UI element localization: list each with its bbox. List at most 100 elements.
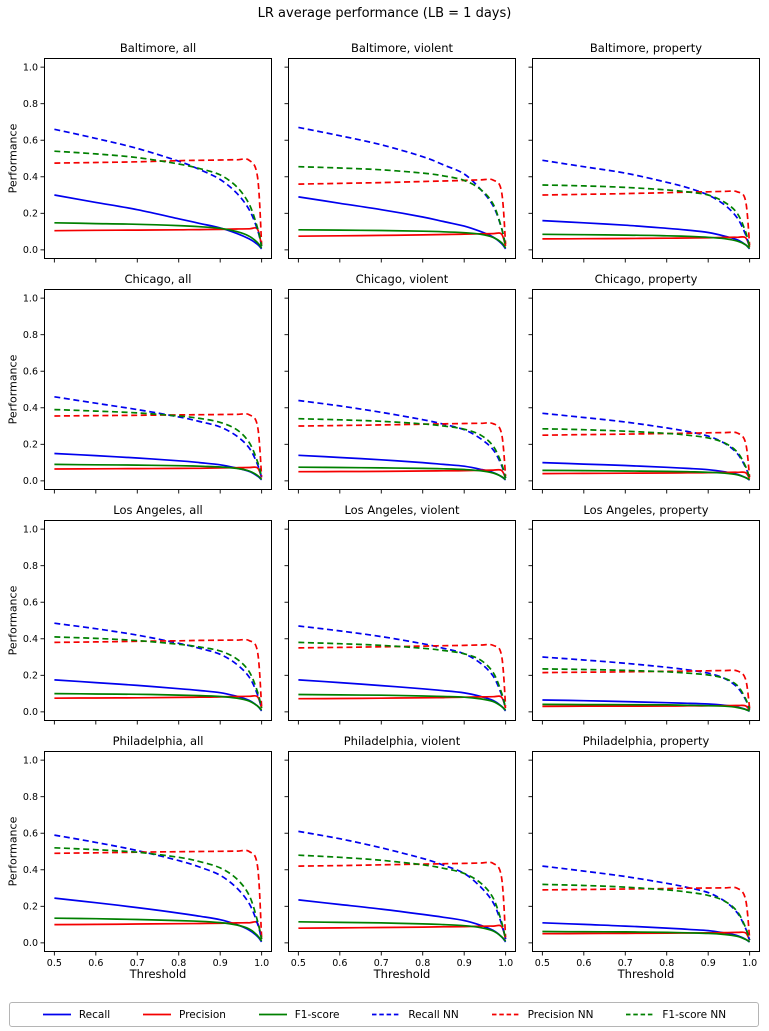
legend-line-sample xyxy=(42,1013,71,1016)
plot-border xyxy=(288,289,516,490)
line-f1-nn xyxy=(542,184,751,248)
line-recall xyxy=(54,452,263,481)
plot-area: 0.5 0.6 0.7 0.8 0.9 1.0 0.0 0.2 0.4 0.6 0.8 1.0 xyxy=(23,751,272,969)
y-tick-label: 0.0 xyxy=(23,707,38,718)
plot-area xyxy=(284,520,516,725)
y-tick-label: 0.8 xyxy=(23,792,38,803)
line-f1-nn xyxy=(298,417,507,479)
plot-area: 0.0 0.2 0.4 0.6 0.8 1.0 xyxy=(23,520,272,725)
line-precision xyxy=(298,232,507,247)
line-recall xyxy=(298,196,507,250)
subplot-title: Los Angeles, violent xyxy=(344,503,460,517)
y-tick-label: 0.6 xyxy=(23,597,38,608)
plot-border xyxy=(532,289,760,490)
y-axis-label-text: Performance xyxy=(6,354,20,425)
plot-area xyxy=(284,289,516,494)
plot-border xyxy=(44,289,272,490)
plot-border xyxy=(288,751,516,952)
x-tick-label: 0.6 xyxy=(88,958,103,969)
subplot-philadelphia-property: Philadelphia, property 0.5 0.6 0.7 0.8 0.9 1.0… xyxy=(528,734,760,981)
line-precision xyxy=(298,924,507,940)
line-recall-nn xyxy=(298,126,507,247)
subplot-title: Baltimore, violent xyxy=(350,41,454,55)
line-recall-nn xyxy=(298,625,507,709)
x-tick-label: 0.6 xyxy=(332,958,347,969)
y-tick-label: 0.4 xyxy=(23,403,38,414)
line-precision xyxy=(54,694,263,709)
subplot-philadelphia-all: Philadelphia, all 0.5 0.6 0.7 0.8 0.9 1.0 0.0 0.… xyxy=(7,734,272,981)
legend-line-sample xyxy=(372,1013,401,1016)
line-precision-nn xyxy=(542,431,751,478)
subplot-title: Philadelphia, violent xyxy=(343,734,461,748)
line-f1-nn xyxy=(298,854,507,940)
line-f1 xyxy=(54,692,263,711)
legend-label: Precision xyxy=(179,1008,226,1021)
x-axis-label: Threshold xyxy=(617,967,675,981)
x-tick-label: 0.8 xyxy=(171,958,186,969)
plot-area xyxy=(528,520,760,725)
x-tick-label: 0.7 xyxy=(130,958,145,969)
x-tick-label: 0.9 xyxy=(457,958,472,969)
subplot-philadelphia-violent: Philadelphia, violent 0.5 0.6 0.7 0.8 0.9 1.0 T… xyxy=(284,734,516,981)
line-precision-nn xyxy=(298,643,507,707)
y-tick-label: 0.4 xyxy=(23,172,38,183)
legend-label: Precision NN xyxy=(527,1008,594,1021)
line-f1-nn xyxy=(542,883,751,941)
y-axis-label-text: Performance xyxy=(6,123,20,194)
line-precision-nn xyxy=(298,421,507,477)
subplot-baltimore-violent: Baltimore, violent xyxy=(284,41,516,263)
line-precision-nn xyxy=(54,849,263,938)
line-precision-nn xyxy=(542,886,751,939)
plot-border xyxy=(532,520,760,721)
line-precision-nn xyxy=(298,861,507,938)
y-tick-label: 1.0 xyxy=(23,293,38,304)
line-precision xyxy=(298,468,507,479)
x-tick-label: 0.5 xyxy=(535,958,550,969)
line-f1-nn xyxy=(298,641,507,709)
line-recall-nn xyxy=(298,830,507,940)
line-precision xyxy=(54,466,263,478)
y-tick-label: 0.4 xyxy=(23,634,38,645)
legend-line-sample xyxy=(258,1013,287,1016)
subplot-title: Philadelphia, all xyxy=(112,734,204,748)
legend-line-sample xyxy=(491,1013,520,1016)
subplot-los-angeles-property: Los Angeles, property xyxy=(528,503,760,725)
plot-area: 0.5 0.6 0.7 0.8 0.9 1.0 xyxy=(528,751,760,969)
legend-label: F1-score NN xyxy=(662,1008,727,1021)
figure-title: LR average performance (LB = 1 days) xyxy=(257,6,512,21)
line-precision-nn xyxy=(542,190,751,246)
plot-border xyxy=(288,58,516,259)
x-tick-label: 0.5 xyxy=(291,958,306,969)
line-f1 xyxy=(542,703,750,712)
x-tick-label: 0.9 xyxy=(701,958,716,969)
y-tick-label: 0.2 xyxy=(23,440,38,451)
line-recall-nn xyxy=(54,395,263,478)
legend-label: F1-score xyxy=(294,1008,340,1021)
subplot-baltimore-property: Baltimore, property xyxy=(528,41,760,263)
line-f1 xyxy=(542,469,751,481)
subplot-chicago-property: Chicago, property xyxy=(528,272,760,494)
x-tick-label: 1.0 xyxy=(254,958,269,969)
line-f1 xyxy=(542,233,751,250)
plot-border xyxy=(44,751,272,952)
line-recall-nn xyxy=(542,865,751,941)
y-tick-label: 0.8 xyxy=(23,330,38,341)
x-tick-label: 0.6 xyxy=(576,958,591,969)
line-f1-nn xyxy=(542,427,751,479)
line-f1 xyxy=(298,693,507,711)
legend-label: Recall xyxy=(78,1008,111,1021)
line-f1-nn xyxy=(54,150,263,247)
y-tick-label: 0.6 xyxy=(23,135,38,146)
line-f1 xyxy=(54,463,263,481)
legend: Recall Precision F1-score Recall NN Precisio… xyxy=(9,1002,759,1027)
legend-label: Recall NN xyxy=(408,1008,459,1021)
line-precision-nn xyxy=(54,158,263,245)
plot-border xyxy=(532,58,760,259)
x-tick-label: 0.5 xyxy=(47,958,62,969)
x-axis-label: Threshold xyxy=(129,967,187,981)
subplot-los-angeles-all: Los Angeles, all 0.0 0.2 0.4 0.6 0.8 1.0 Perfor… xyxy=(7,503,272,725)
line-f1 xyxy=(298,466,507,481)
y-tick-label: 0.6 xyxy=(23,366,38,377)
x-tick-label: 0.8 xyxy=(659,958,674,969)
